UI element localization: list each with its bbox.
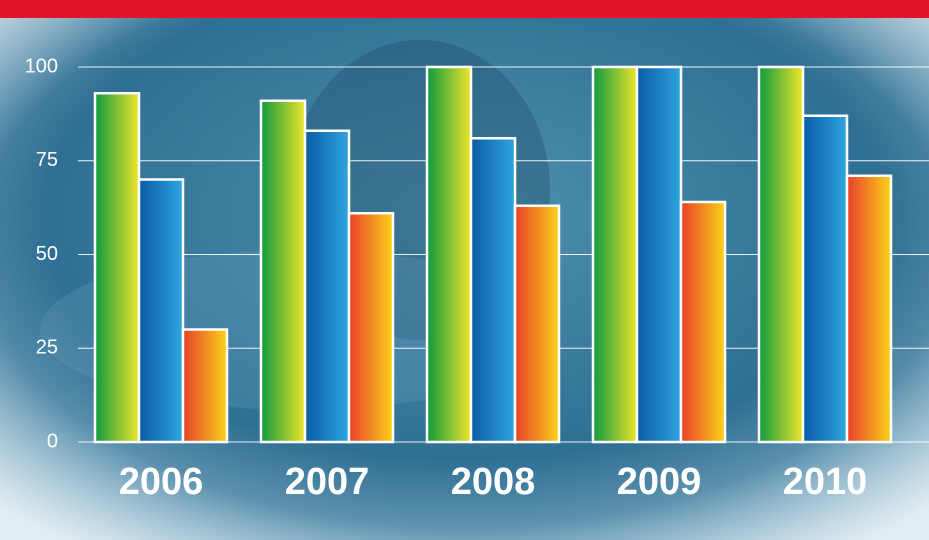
bar — [591, 65, 639, 444]
y-tick-label: 0 — [47, 430, 58, 452]
bar — [757, 65, 805, 444]
y-tick-label: 100 — [25, 55, 58, 77]
bar — [801, 114, 849, 444]
x-tick-label: 2008 — [451, 461, 536, 503]
x-tick-label: 2006 — [119, 461, 204, 503]
bar — [513, 204, 561, 444]
bar — [259, 99, 307, 444]
bar — [93, 92, 141, 444]
bar — [137, 178, 185, 444]
x-tick-label: 2007 — [285, 461, 370, 503]
bar — [425, 65, 473, 444]
y-tick-label: 75 — [36, 149, 58, 171]
bar — [469, 137, 517, 444]
y-tick-label: 50 — [36, 243, 58, 265]
x-tick-label: 2009 — [617, 461, 702, 503]
bar — [347, 212, 395, 444]
x-tick-label: 2010 — [783, 461, 868, 503]
bar — [635, 65, 683, 444]
header-bar — [0, 0, 929, 18]
bar — [181, 328, 229, 444]
bar — [845, 174, 893, 444]
bar — [303, 129, 351, 444]
y-tick-label: 25 — [36, 337, 58, 359]
bar — [679, 200, 727, 444]
